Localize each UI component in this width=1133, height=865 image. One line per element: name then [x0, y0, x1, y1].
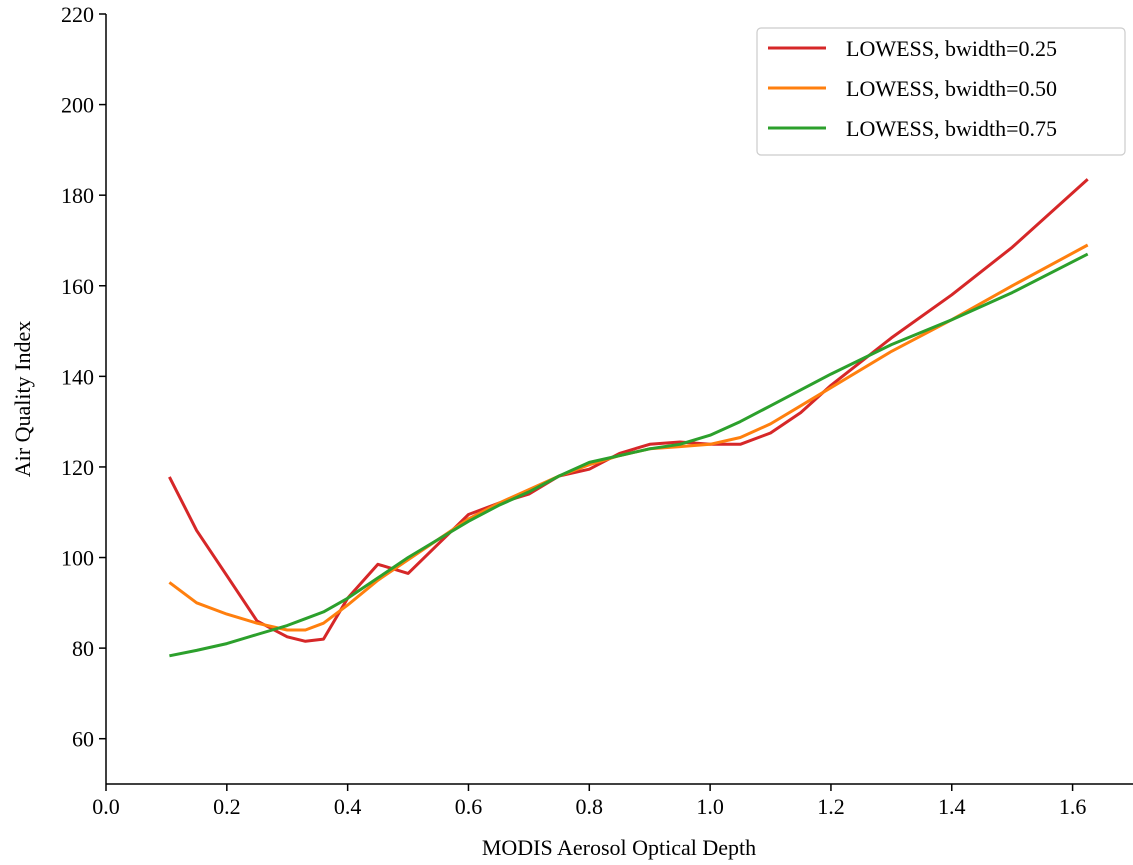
y-tick-label: 120 — [61, 455, 94, 480]
x-tick-label: 0.6 — [455, 794, 483, 819]
line-series — [168, 178, 1089, 643]
line-series — [169, 252, 1089, 658]
y-tick-label: 140 — [61, 364, 94, 389]
x-tick-label: 1.0 — [696, 794, 724, 819]
y-tick-label: 180 — [61, 183, 94, 208]
y-tick-label: 100 — [61, 546, 94, 571]
x-tick-label: 0.4 — [334, 794, 362, 819]
legend-label: LOWESS, bwidth=0.25 — [846, 36, 1057, 61]
legend-box — [756, 27, 1126, 156]
x-tick-label: 1.6 — [1059, 794, 1087, 819]
legend-label: LOWESS, bwidth=0.50 — [846, 76, 1057, 101]
x-tick-label: 0.2 — [213, 794, 241, 819]
y-tick-label: 60 — [72, 727, 94, 752]
y-tick-label: 80 — [72, 636, 94, 661]
y-tick-label: 200 — [61, 93, 94, 118]
y-tick-label: 220 — [61, 2, 94, 27]
x-tick-label: 1.4 — [938, 794, 966, 819]
x-tick-label: 0.0 — [92, 794, 120, 819]
y-axis-label: Air Quality Index — [10, 321, 35, 477]
line-series — [168, 243, 1089, 632]
x-tick-label: 0.8 — [576, 794, 604, 819]
x-tick-label: 1.2 — [817, 794, 845, 819]
legend-label: LOWESS, bwidth=0.75 — [846, 116, 1057, 141]
y-tick-label: 160 — [61, 274, 94, 299]
x-axis-label: MODIS Aerosol Optical Depth — [482, 835, 756, 860]
